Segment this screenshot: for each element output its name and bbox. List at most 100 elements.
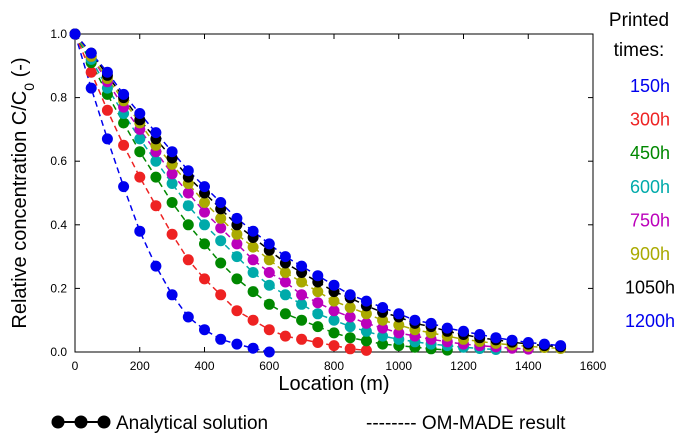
data-point-600h	[328, 314, 340, 326]
x-tick-label: 400	[194, 359, 214, 373]
data-point-450h	[182, 219, 194, 231]
legend-analytical-marker-3	[97, 415, 111, 429]
legend-analytical-marker-1	[51, 415, 65, 429]
data-point-900h	[393, 319, 405, 331]
data-point-750h	[393, 327, 405, 339]
data-point-450h	[263, 298, 275, 310]
data-point-1200h	[279, 251, 291, 263]
data-point-600h	[150, 155, 162, 167]
data-point-150h	[231, 338, 243, 350]
data-point-450h	[279, 308, 291, 320]
data-point-600h	[344, 321, 356, 333]
data-point-750h	[215, 222, 227, 234]
data-point-600h	[377, 330, 389, 342]
data-point-750h	[360, 317, 372, 329]
data-point-900h	[377, 314, 389, 326]
data-point-600h	[166, 178, 178, 189]
analytical-points	[69, 28, 567, 358]
data-point-1200h	[101, 66, 113, 78]
data-point-1200h	[231, 212, 243, 224]
data-point-1200h	[166, 146, 178, 158]
data-point-1200h	[328, 279, 340, 291]
printed-times-title-1: Printed	[609, 10, 669, 31]
data-point-300h	[101, 104, 113, 116]
data-point-1200h	[263, 238, 275, 250]
data-point-750h	[247, 254, 259, 266]
data-point-900h	[312, 286, 324, 298]
data-point-150h	[118, 181, 130, 193]
x-tick-label: 1400	[515, 359, 542, 373]
data-point-450h	[344, 332, 356, 344]
data-point-1200h	[474, 329, 486, 340]
data-point-300h	[134, 171, 146, 183]
y-axis-title-main: Relative concentration C/C	[9, 91, 31, 329]
data-point-900h	[247, 241, 259, 253]
data-point-1200h	[538, 338, 550, 350]
data-point-1200h	[458, 325, 469, 337]
data-point-300h	[85, 66, 97, 78]
data-point-600h	[231, 251, 243, 263]
data-point-900h	[296, 276, 308, 288]
data-point-450h	[247, 286, 259, 298]
data-point-450h	[360, 335, 372, 347]
y-axis-ticks: 0.0 0.2 0.4 0.6 0.8 1.0	[50, 27, 593, 359]
data-point-750h	[328, 305, 340, 317]
printed-times-list: 150h 300h 450h 600h 750h 900h 1050h 1200h	[625, 76, 675, 331]
data-point-150h	[101, 133, 113, 145]
legend-analytical-marker-2	[74, 415, 88, 429]
x-tick-label: 1600	[580, 359, 607, 373]
data-point-450h	[215, 257, 227, 269]
printed-time-1050h: 1050h	[625, 278, 675, 298]
data-point-750h	[182, 187, 194, 199]
x-tick-label: 0	[72, 359, 79, 373]
data-point-750h	[166, 168, 178, 180]
data-point-150h	[182, 311, 194, 323]
x-tick-label: 600	[259, 359, 279, 373]
data-point-1200h	[312, 270, 324, 282]
data-point-900h	[344, 302, 356, 313]
data-point-150h	[247, 342, 259, 354]
data-point-450h	[312, 321, 324, 333]
data-point-1200h	[247, 225, 259, 237]
data-point-300h	[199, 273, 210, 285]
data-point-450h	[231, 273, 243, 285]
data-point-450h	[328, 327, 340, 339]
data-point-150h	[199, 324, 210, 336]
data-point-450h	[134, 146, 146, 158]
data-point-1200h	[199, 181, 210, 193]
data-point-900h	[360, 308, 372, 320]
data-point-1200h	[522, 337, 534, 348]
x-tick-label: 800	[324, 359, 344, 373]
data-point-450h	[166, 197, 178, 208]
y-tick-label: 0.4	[50, 218, 67, 232]
data-point-1200h	[393, 308, 405, 320]
data-point-450h	[296, 314, 308, 326]
data-point-450h	[150, 171, 162, 183]
data-point-1200h	[296, 260, 308, 272]
data-point-1200h	[69, 28, 81, 40]
data-point-1200h	[344, 289, 356, 301]
data-point-1200h	[85, 47, 97, 59]
printed-time-750h: 750h	[630, 210, 670, 230]
data-point-750h	[279, 276, 291, 288]
data-point-600h	[247, 267, 259, 278]
printed-time-150h: 150h	[630, 76, 670, 96]
data-point-150h	[263, 346, 275, 358]
data-point-750h	[377, 322, 389, 334]
data-point-300h	[215, 289, 227, 301]
data-point-750h	[199, 206, 210, 218]
data-point-600h	[312, 308, 324, 320]
data-point-900h	[279, 267, 291, 278]
x-tick-label: 1000	[385, 359, 412, 373]
data-point-600h	[134, 133, 146, 145]
data-point-1200h	[215, 197, 227, 208]
data-point-150h	[85, 82, 97, 94]
data-point-1200h	[182, 165, 194, 177]
data-point-300h	[279, 330, 291, 342]
data-point-600h	[215, 235, 227, 247]
legend: Analytical solution -------- OM-MADE res…	[51, 413, 566, 434]
data-point-300h	[166, 228, 178, 240]
y-axis-title-sub: 0	[21, 83, 37, 91]
data-point-1200h	[409, 314, 421, 326]
printed-times-title-2: times:	[614, 40, 665, 61]
